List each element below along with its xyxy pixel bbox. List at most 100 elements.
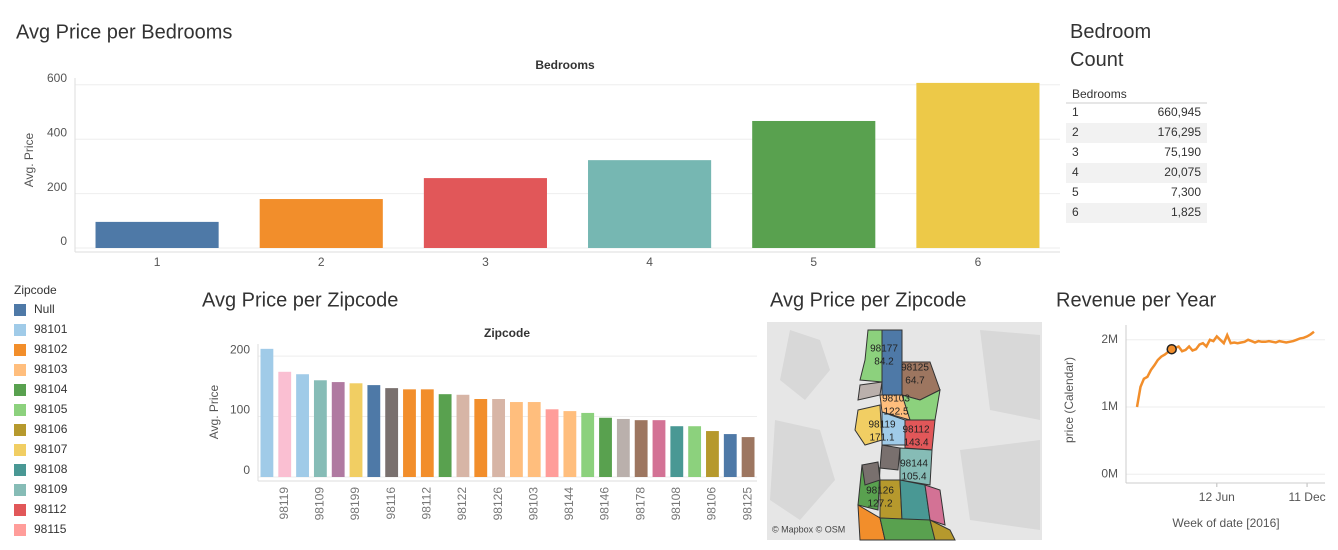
legend-swatch [14, 324, 26, 336]
bar [95, 221, 219, 248]
bar [456, 394, 470, 477]
cell-value: 660,945 [1158, 105, 1202, 119]
x-tick-label: 2 [318, 255, 325, 269]
bar [527, 402, 541, 477]
region-value: 143.4 [903, 438, 928, 449]
legend-swatch [14, 344, 26, 356]
bar [588, 160, 712, 248]
x-axis-title: Week of date [2016] [1172, 516, 1279, 530]
bar [723, 434, 737, 477]
row-label: 3 [1072, 145, 1079, 159]
bar [492, 399, 506, 477]
legend-label: 98103 [34, 362, 68, 376]
x-tick-label: 3 [482, 255, 489, 269]
x-tick-label: 98144 [562, 487, 576, 521]
land [770, 420, 835, 520]
region-value: 171.1 [869, 433, 894, 444]
legend-swatch [14, 404, 26, 416]
column-header: Bedrooms [535, 58, 595, 72]
y-tick-label: 200 [230, 342, 250, 356]
x-tick-label: 98112 [419, 487, 433, 520]
legend-label: 98109 [34, 482, 68, 496]
x-tick-label: 5 [810, 255, 817, 269]
x-tick-label: 12 Jun [1199, 490, 1235, 504]
zip-region [879, 444, 901, 471]
legend-label: 98105 [34, 402, 68, 416]
bar [563, 411, 577, 477]
bar [581, 412, 595, 477]
bar [545, 409, 559, 477]
legend-swatch [14, 504, 26, 516]
legend-swatch [14, 304, 26, 316]
y-axis-title: Avg. Price [22, 132, 36, 187]
bar [385, 388, 399, 477]
legend-label: Null [34, 302, 55, 316]
x-tick-label: 98106 [705, 487, 719, 521]
legend-swatch [14, 364, 26, 376]
bar [599, 417, 612, 477]
bar [916, 82, 1040, 249]
row-stripe [1066, 163, 1207, 183]
row-label: 6 [1072, 205, 1079, 219]
legend-label: 98108 [34, 462, 68, 476]
y-tick-label: 0 [60, 234, 67, 248]
legend-swatch [14, 524, 26, 536]
legend-swatch [14, 444, 26, 456]
region-name: 98119 [868, 420, 896, 431]
region-value: 105.4 [901, 472, 926, 483]
region-value: 122.5 [883, 407, 908, 418]
region-name: 98177 [870, 344, 898, 355]
table-title: Bedroom Count [1070, 21, 1152, 71]
region-value: 127.2 [867, 499, 892, 510]
bar [296, 374, 309, 477]
legend-swatch [14, 384, 26, 396]
x-tick-label: 98103 [526, 487, 540, 521]
zip-region [859, 329, 883, 383]
bar [438, 394, 452, 477]
region-value: 64.7 [905, 376, 925, 387]
y-tick-label: 100 [230, 403, 250, 417]
x-tick-label: 98178 [633, 487, 647, 521]
bar [670, 426, 684, 477]
bar [423, 178, 547, 248]
column-header: Zipcode [484, 326, 530, 340]
x-tick-label: 98108 [669, 487, 683, 521]
map-shapes [770, 329, 1040, 541]
chart-title: Avg Price per Bedrooms [16, 21, 232, 43]
legend-swatch [14, 464, 26, 476]
bar [688, 426, 702, 477]
zip-region [854, 404, 883, 446]
region-name: 98144 [900, 459, 928, 470]
zip-region [899, 447, 933, 486]
y-tick-label: 0 [243, 463, 250, 477]
chart-title: Avg Price per Zipcode [202, 289, 398, 311]
legend-swatch [14, 424, 26, 436]
cell-value: 7,300 [1171, 185, 1201, 199]
legend-label: 98101 [34, 322, 68, 336]
bar [652, 420, 666, 477]
cell-value: 1,825 [1171, 205, 1201, 219]
x-tick-label: 98122 [455, 487, 469, 521]
legend-label: 98112 [34, 502, 67, 516]
bar [634, 420, 648, 477]
x-tick-label: 98109 [313, 487, 327, 521]
cell-value: 20,075 [1164, 165, 1201, 179]
bar [349, 383, 363, 477]
line-series [1135, 330, 1315, 408]
x-tick-label: 11 Dec [1288, 490, 1325, 504]
y-tick-label: 200 [47, 180, 67, 194]
zip-region [879, 517, 936, 541]
bar [420, 389, 434, 477]
x-tick-label: 98126 [491, 487, 505, 521]
bar [706, 431, 719, 477]
land [980, 330, 1040, 420]
legend-label: 98115 [34, 522, 67, 536]
bar [752, 120, 876, 248]
x-tick-label: 98146 [598, 487, 612, 521]
land [780, 330, 830, 400]
bar [259, 199, 383, 248]
bar [278, 371, 292, 477]
bar [741, 437, 755, 477]
row-label: 2 [1072, 125, 1079, 139]
